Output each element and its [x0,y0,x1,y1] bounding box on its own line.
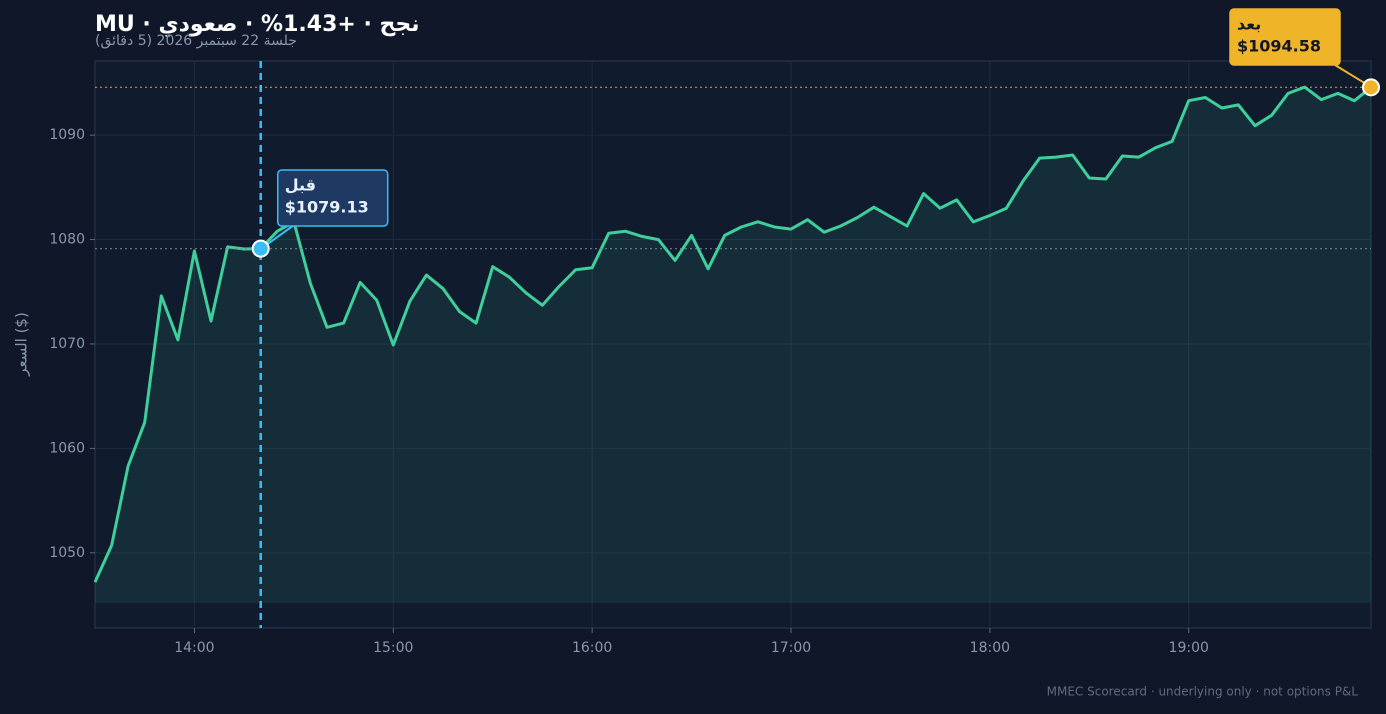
callout-value: $1079.13 [285,198,369,217]
chart-subtitle: جلسة 22 سبتمبر 2026 (5 دقائق) [95,33,297,49]
x-tick-label: 15:00 [373,640,413,656]
area [95,87,1371,604]
y-tick-label: 1070 [49,336,85,352]
y-tick-label: 1080 [49,232,85,248]
callout-label: قبل [285,176,316,195]
x-tick-label: 19:00 [1169,640,1209,656]
x-tick-label: 16:00 [572,640,612,656]
callout-box [276,169,389,227]
callout-value: $1094.58 [1237,37,1321,56]
plot-area [94,60,1372,629]
callout-box [1229,8,1341,66]
y-tick-label: 1090 [49,127,85,143]
chart-title: MU · نجح · +1.43% · صعودي [95,12,419,37]
event-marker [1362,78,1380,97]
y-axis-label: السعر ($) [13,312,31,377]
y-tick-label: 1060 [49,440,85,456]
x-tick-label: 14:00 [174,640,214,656]
x-tick-label: 18:00 [970,640,1010,656]
callout-arrow [1334,64,1366,85]
callout-arrow [266,225,294,246]
price-line [93,85,1372,583]
footer: MMEC Scorecard · underlying only · not o… [1047,685,1359,699]
x-tick-label: 17:00 [771,640,811,656]
y-tick-label: 1050 [49,545,85,561]
callout-label: بعد [1237,15,1261,34]
event-marker [251,239,270,258]
